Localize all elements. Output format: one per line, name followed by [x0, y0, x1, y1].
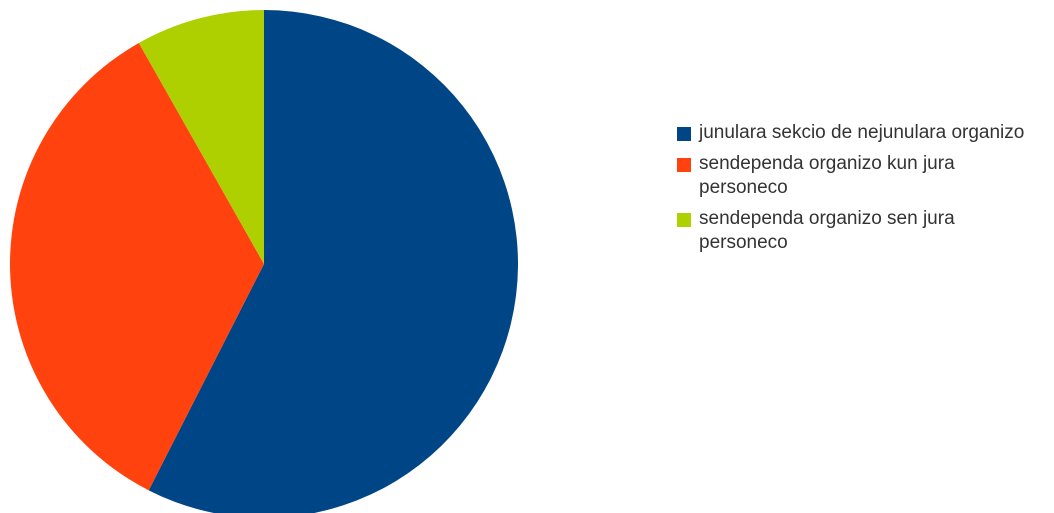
pie-slice-sen-jura-personeco	[138, 10, 264, 264]
legend-swatch-junulara-sekcio	[677, 127, 691, 141]
legend-swatch-sen-jura-personeco	[677, 213, 691, 227]
chart-legend: junulara sekcio de nejunulara organizo s…	[677, 121, 1047, 262]
pie-slice-kun-jura-personeco	[9, 42, 264, 491]
pie-slices	[9, 10, 518, 513]
legend-label-sen-jura-personeco: sendependa organizo sen jura personeco	[699, 208, 955, 253]
legend-item-kun-jura-personeco: sendependa organizo kun jura personeco	[677, 152, 1047, 200]
legend-swatch-kun-jura-personeco	[677, 158, 691, 172]
legend-label-junulara-sekcio: junulara sekcio de nejunulara organizo	[699, 122, 1025, 143]
legend-label-kun-jura-personeco: sendependa organizo kun jura personeco	[699, 153, 955, 198]
pie-slice-junulara-sekcio	[148, 10, 518, 513]
legend-item-sen-jura-personeco: sendependa organizo sen jura personeco	[677, 207, 1047, 255]
legend-item-junulara-sekcio: junulara sekcio de nejunulara organizo	[677, 121, 1047, 145]
